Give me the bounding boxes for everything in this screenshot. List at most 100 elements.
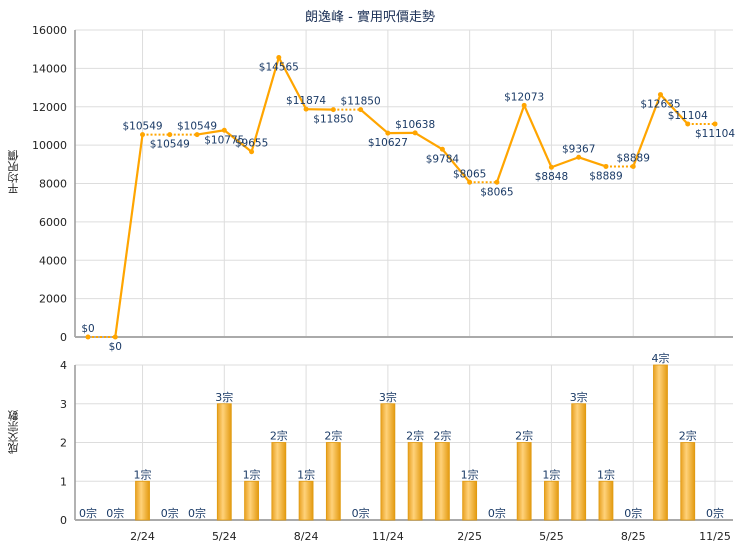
count-data-label: 0宗 [106, 506, 124, 520]
count-data-label: 0宗 [706, 506, 724, 520]
price-point [657, 92, 663, 98]
y-tick-label: 16000 [32, 24, 67, 37]
y-tick-label: 8000 [39, 178, 67, 191]
price-line-segment [223, 129, 253, 153]
count-data-label: 4宗 [651, 351, 669, 365]
price-point [85, 334, 91, 340]
price-data-label: $10638 [395, 119, 435, 131]
price-point [548, 164, 554, 170]
price-line-segment [114, 134, 144, 338]
price-line-segment [495, 104, 526, 183]
count-data-label: 1宗 [243, 467, 261, 481]
count-data-label: 3宗 [215, 390, 233, 404]
price-data-label: $8889 [617, 152, 650, 164]
price-data-label: $8889 [589, 170, 622, 182]
count-data-label: 0宗 [161, 506, 179, 520]
count-bar [380, 403, 396, 521]
price-point [140, 132, 146, 138]
price-data-label: $10627 [368, 137, 408, 149]
count-data-label: 1宗 [542, 467, 560, 481]
count-bar [462, 480, 478, 521]
count-bar [298, 480, 314, 521]
price-point [330, 107, 336, 113]
count-data-label: 0宗 [352, 506, 370, 520]
count-bar [244, 480, 259, 521]
x-tick-label: 8/25 [621, 530, 646, 543]
count-data-label: 1宗 [597, 467, 615, 481]
y-tick-label: 4 [60, 359, 67, 372]
price-point [630, 163, 636, 169]
x-tick-label: 8/24 [294, 530, 319, 543]
price-line-segment [414, 131, 443, 151]
y-tick-label: 3 [60, 398, 67, 411]
count-bar [544, 480, 559, 521]
price-point [194, 132, 200, 138]
y-tick-label: 6000 [39, 216, 67, 229]
price-data-label: $0 [109, 341, 122, 353]
price-data-label: $9784 [426, 153, 460, 165]
count-data-label: 1宗 [297, 467, 315, 481]
count-bar [216, 403, 232, 521]
count-data-label: 2宗 [515, 429, 533, 443]
price-point [412, 130, 418, 136]
count-bar [135, 480, 150, 521]
price-line-segment [359, 108, 389, 134]
count-data-label: 2宗 [679, 429, 697, 443]
count-bar [516, 442, 532, 521]
price-point [112, 334, 118, 340]
count-bar [571, 403, 587, 521]
count-bar [434, 442, 450, 521]
y-tick-label: 1 [60, 475, 67, 488]
x-tick-label: 5/24 [212, 530, 237, 543]
price-point [221, 127, 227, 133]
price-data-label: $14565 [259, 62, 299, 74]
price-data-label: $11104 [668, 110, 708, 122]
y-tick-label: 10000 [32, 139, 67, 152]
count-bar [653, 364, 668, 521]
y-tick-label: 14000 [32, 62, 67, 75]
price-point [303, 106, 309, 112]
count-data-label: 2宗 [433, 429, 451, 443]
price-line-segment [250, 57, 280, 153]
price-point [358, 107, 364, 113]
price-data-label: $10549 [177, 121, 217, 133]
price-data-label: $8065 [480, 186, 513, 198]
count-data-label: 0宗 [624, 506, 642, 520]
price-point [494, 179, 500, 185]
price-data-label: $11850 [313, 114, 353, 126]
count-bar [407, 442, 423, 521]
count-data-label: 0宗 [188, 506, 206, 520]
x-tick-label: 11/25 [699, 530, 731, 543]
y-tick-label: 2 [60, 437, 67, 450]
price-point [167, 132, 173, 138]
count-data-label: 3宗 [379, 390, 397, 404]
y-tick-label: 0 [60, 331, 67, 344]
price-point [603, 163, 609, 169]
price-line-segment [277, 57, 308, 110]
price-data-label: $11104 [695, 128, 735, 140]
price-line-segment [196, 129, 225, 136]
x-tick-label: 5/25 [539, 530, 564, 543]
x-tick-label: 2/24 [130, 530, 155, 543]
price-point [249, 149, 255, 155]
price-point [467, 179, 473, 185]
count-bar [325, 442, 341, 521]
count-bar [680, 442, 696, 521]
chart-title: 朗逸峰 - 實用呎價走勢 [305, 10, 435, 25]
price-data-label: $11850 [341, 96, 381, 108]
price-line-segment [523, 104, 553, 168]
count-data-label: 0宗 [79, 506, 97, 520]
count-data-label: 3宗 [570, 390, 588, 404]
price-point [439, 146, 445, 152]
price-data-label: $10549 [150, 139, 190, 151]
price-data-label: $8065 [453, 168, 486, 180]
y-tick-label: 12000 [32, 101, 67, 114]
price-data-label: $0 [81, 323, 94, 335]
x-tick-label: 11/24 [372, 530, 404, 543]
count-bar [271, 442, 287, 521]
price-line-segment [659, 93, 689, 125]
price-data-label: $12073 [504, 91, 544, 103]
price-point [576, 154, 582, 160]
